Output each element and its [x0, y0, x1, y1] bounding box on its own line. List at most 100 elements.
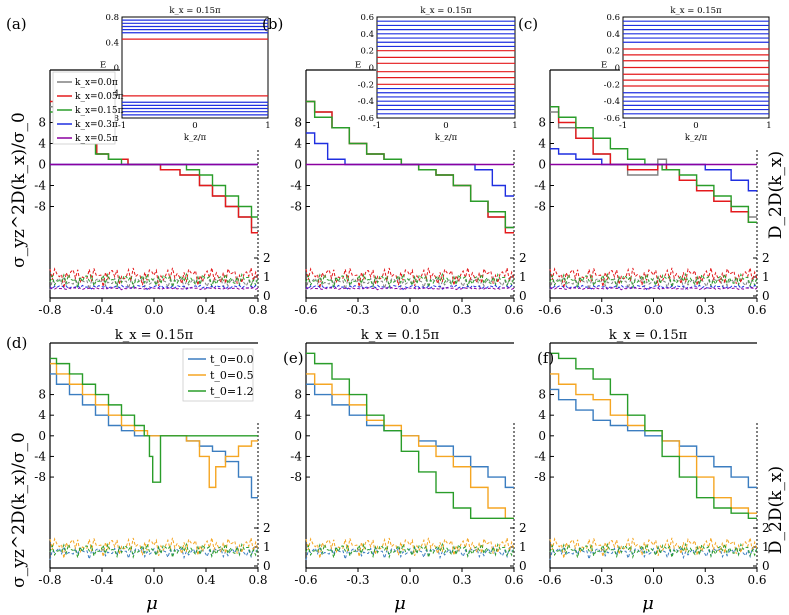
dos-t_0=1.2 [305, 542, 515, 560]
inset-y-tick: -0.2 [604, 80, 620, 90]
legend-d-item-0: t_0=0.0 [210, 353, 254, 366]
panel-label-a: (a) [6, 15, 27, 33]
x-tick-label: 0.0 [644, 573, 663, 587]
y-tick-label: -8 [290, 200, 302, 214]
inset-y-tick: 0.4 [105, 38, 119, 48]
y-tick-label: -4 [534, 179, 546, 193]
y-tick-label: -4 [34, 449, 46, 463]
plot-(e): -0.6 -0.3 0.0 0.3 0.6 8 4 0 -4 -8 2 1 0 [290, 342, 527, 587]
x-tick-label: 0.6 [504, 303, 523, 317]
dos-k_x=0.5π [549, 287, 758, 291]
inset-y-tick: -0.4 [358, 97, 374, 107]
y2-tick-label: 0 [519, 289, 527, 303]
y-tick-label: 4 [38, 137, 46, 151]
y2-tick-label: 2 [762, 251, 770, 265]
inset-xlabel: k_z/π [435, 133, 458, 143]
plot-(a): -0.8-0.40.00.40.8840-4-82100.80.40-0.4-0… [34, 6, 270, 317]
xlabel-e: μ [394, 593, 406, 614]
inset-ylabel: E [100, 61, 106, 71]
legend-a-item-0: k_x=0.0π [75, 78, 118, 88]
y-tick-label: 0 [38, 429, 46, 443]
y-tick-label: -4 [290, 449, 302, 463]
panel-label-d: (d) [6, 334, 27, 352]
inset-y-tick: 0 [369, 64, 374, 74]
y-tick-label: -8 [34, 200, 46, 214]
x-tick-label: -0.3 [346, 573, 369, 587]
inset-(c): 0.6 0.4 0.2 0 -0.2 -0.4 -0.6-1 0 1 k_x = 0.15π Ek_… [601, 6, 772, 143]
x-tick-label: 0.0 [644, 303, 663, 317]
series-t_0=0.5 [50, 362, 258, 489]
inset-x-tick: 0 [192, 121, 197, 131]
inset-y-tick: 0.2 [606, 47, 620, 57]
dos-t_0=0.5 [549, 536, 758, 559]
inset-x-tick: -1 [118, 121, 126, 131]
x-tick-label: 0.6 [747, 303, 766, 317]
xlabel-d: μ [146, 593, 158, 614]
legend-a-item-3: k_x=0.3π [75, 120, 118, 130]
dos-k_x=0.15π [305, 272, 515, 290]
y-tick-label: 8 [538, 388, 546, 402]
y2-tick-label: 0 [762, 559, 770, 573]
panel-label-e: (e) [283, 349, 304, 367]
inset-y-tick: 0.4 [606, 30, 620, 40]
inset-ylabel: E [355, 61, 361, 71]
y-tick-label: -8 [34, 470, 46, 484]
dos-k_x=0.15π [49, 272, 259, 290]
y2-tick-label: 1 [519, 270, 527, 284]
x-tick-label: 0.0 [144, 573, 163, 587]
x-tick-label: 0.0 [400, 303, 419, 317]
inset-frame [376, 16, 516, 119]
x-tick-label: 0.6 [747, 573, 766, 587]
x-tick-label: -0.4 [90, 573, 114, 587]
dos-k_x=0.15π [549, 272, 758, 290]
x-tick-label: 0.4 [196, 573, 215, 587]
dos-t_0=1.2 [549, 542, 758, 560]
y2-tick-label: 2 [263, 251, 271, 265]
dos-t_0=0.0 [49, 545, 259, 562]
x-tick-label: -0.8 [38, 303, 61, 317]
y-tick-label: -4 [34, 179, 46, 193]
title-d: k_x = 0.15π [115, 328, 194, 343]
y2-tick-label: 0 [519, 559, 527, 573]
inset-y-tick: 0.6 [360, 13, 374, 23]
series-k_x=0.05π [306, 100, 514, 234]
y-tick-label: -8 [534, 200, 546, 214]
y2-tick-label: 0 [263, 559, 271, 573]
x-tick-label: -0.4 [90, 303, 114, 317]
y2-tick-label: 2 [762, 521, 770, 535]
inset-y-tick: 0.4 [360, 30, 374, 40]
inset-frame [121, 16, 269, 119]
dos-k_x=0.3π [49, 284, 259, 291]
y-tick-label: -8 [534, 470, 546, 484]
dos-k_x=0.3π [305, 284, 515, 291]
x-tick-label: 0.6 [504, 573, 523, 587]
series-t_0=1.2 [50, 357, 258, 483]
x-tick-label: 0.8 [248, 303, 267, 317]
x-tick-label: 0.3 [452, 303, 471, 317]
panel-label-b: (b) [262, 15, 283, 33]
inset-x-tick: -1 [619, 121, 627, 131]
y2-tick-label: 1 [762, 270, 770, 284]
title-f: k_x = 0.15π [609, 328, 688, 343]
y-tick-label: -4 [534, 449, 546, 463]
title-e: k_x = 0.15π [361, 328, 440, 343]
inset-xlabel: k_z/π [685, 133, 708, 143]
y2-tick-label: 0 [762, 289, 770, 303]
dos-t_0=0.0 [549, 545, 758, 562]
x-tick-label: -0.6 [294, 303, 317, 317]
y-tick-label: 0 [294, 158, 302, 172]
plot-(f): -0.6 -0.3 0.0 0.3 0.6 8 4 0 -4 -8 2 1 0 [534, 342, 770, 587]
y2-tick-label: 0 [263, 289, 271, 303]
x-tick-label: -0.6 [538, 303, 561, 317]
y-tick-label: 8 [38, 116, 46, 130]
dos-k_x=0.3π [549, 284, 758, 291]
x-tick-label: -0.3 [590, 303, 613, 317]
x-tick-label: 0.4 [196, 303, 215, 317]
x-tick-label: 0.3 [696, 303, 715, 317]
x-tick-label: -0.6 [294, 573, 317, 587]
inset-x-tick: 0 [693, 121, 698, 131]
panel-label-c: (c) [518, 15, 538, 33]
y-tick-label: 4 [294, 137, 302, 151]
